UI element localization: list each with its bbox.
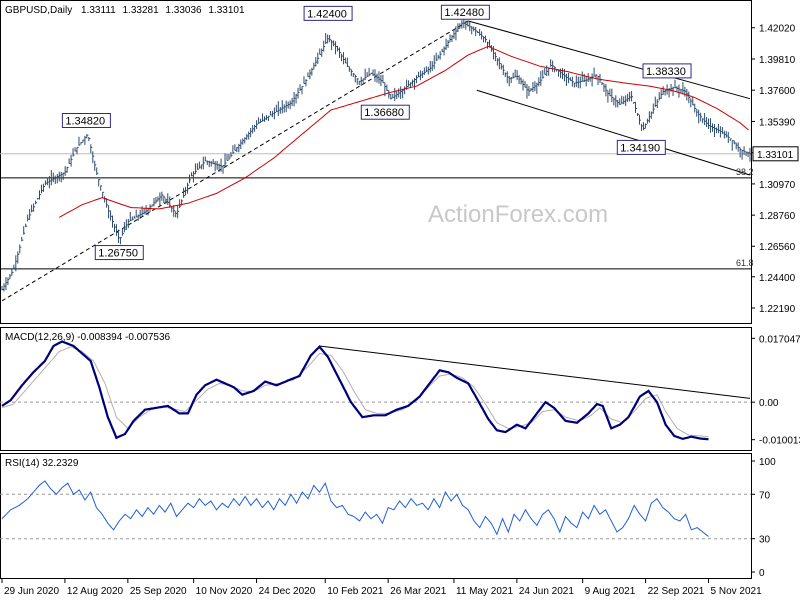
close-value: 1.33101 [208, 5, 245, 16]
price-axis-label: 1.22190 [759, 304, 796, 315]
price-annotation-box [642, 63, 692, 79]
price-annotation-box [61, 113, 111, 129]
macd-trendline [319, 345, 751, 399]
macd-signal-line [1, 346, 709, 438]
price-annotation-box [440, 4, 490, 20]
price-annotation-label: 1.38330 [646, 66, 686, 78]
price-axis-label: 1.26560 [759, 242, 796, 253]
price-layer: 38.2 61.8 1.34820 1.26750 1.42400 1.36680 1.42… [0, 4, 754, 302]
price-axis-label: 1.39810 [759, 55, 796, 66]
price-axis-label: 1.42020 [759, 24, 796, 35]
date-axis-label: 24 Dec 2020 [259, 586, 316, 597]
date-axis-label: 26 Mar 2021 [390, 586, 447, 597]
fib-label: 38.2 [736, 167, 754, 177]
rsi-axis-label: 70 [759, 490, 771, 501]
rsi-axis-label: 30 [759, 535, 771, 546]
macd-axis-label: 0.017047 [759, 334, 800, 345]
date-axis-label: 11 May 2021 [456, 586, 514, 597]
date-axis-label: 22 Sep 2021 [648, 586, 705, 597]
fib-label: 61.8 [736, 258, 754, 268]
axis-layer: 1.420201.398101.376001.353901.331801.309… [1, 24, 800, 597]
date-axis-label: 9 Aug 2021 [585, 586, 636, 597]
channel-trendline [476, 89, 751, 176]
price-axis-label: 1.37600 [759, 86, 796, 97]
macd-axis-label: -0.010013 [759, 436, 800, 447]
date-axis-label: 29 Jun 2020 [4, 586, 59, 597]
price-pane [0, 0, 752, 324]
price-annotation-label: 1.36680 [364, 107, 404, 119]
low-value: 1.33036 [165, 5, 202, 16]
rsi-title: RSI(14) 32.2329 [5, 458, 79, 469]
macd-axis-label: 0.00 [759, 398, 779, 409]
date-axis-label: 5 Nov 2021 [711, 586, 763, 597]
date-axis-label: 24 Jun 2021 [519, 586, 574, 597]
last-price-box [752, 146, 799, 162]
high-value: 1.33281 [122, 5, 159, 16]
date-axis-label: 10 Nov 2020 [196, 586, 253, 597]
watermark-text: ActionForex.com [428, 201, 608, 228]
price-annotation-box [94, 245, 144, 261]
price-annotation-box [616, 139, 666, 155]
rsi-axis-label: 100 [759, 457, 776, 468]
price-axis-label: 1.28760 [759, 211, 796, 222]
macd-pane [0, 327, 752, 451]
rsi-pane [0, 453, 752, 579]
symbol-label: GBPUSD,Daily 1.33111 1.33281 1.33036 1.3… [5, 5, 245, 16]
price-annotation-label: 1.42480 [444, 7, 484, 19]
macd-layer [0, 340, 751, 441]
date-axis-label: 10 Feb 2021 [327, 586, 384, 597]
moving-average-line [58, 45, 749, 218]
last-price-label: 1.33101 [757, 150, 794, 161]
open-value: 1.33111 [81, 5, 116, 16]
date-axis-label: 25 Sep 2020 [130, 586, 187, 597]
price-axis-label: 1.35390 [759, 117, 796, 128]
price-axis-label: 1.30970 [759, 180, 796, 191]
date-axis-label: 12 Aug 2020 [67, 586, 124, 597]
rsi-line [1, 480, 709, 537]
price-annotation-label: 1.34820 [65, 116, 105, 128]
macd-title: MACD(12,26,9) -0.008394 -0.007536 [5, 332, 171, 343]
price-annotation-box [303, 5, 353, 21]
symbol-name: GBPUSD,Daily [5, 5, 72, 16]
rsi-axis-label: 0 [759, 568, 765, 579]
price-annotation-box [360, 104, 410, 120]
channel-trendline [468, 20, 751, 100]
macd-line [1, 340, 709, 441]
price-annotation-label: 1.34190 [620, 142, 660, 154]
price-axis-label: 1.24400 [759, 273, 796, 284]
rsi-layer [0, 480, 751, 540]
price-annotation-label: 1.26750 [98, 248, 138, 260]
price-annotation-label: 1.42400 [307, 8, 347, 20]
